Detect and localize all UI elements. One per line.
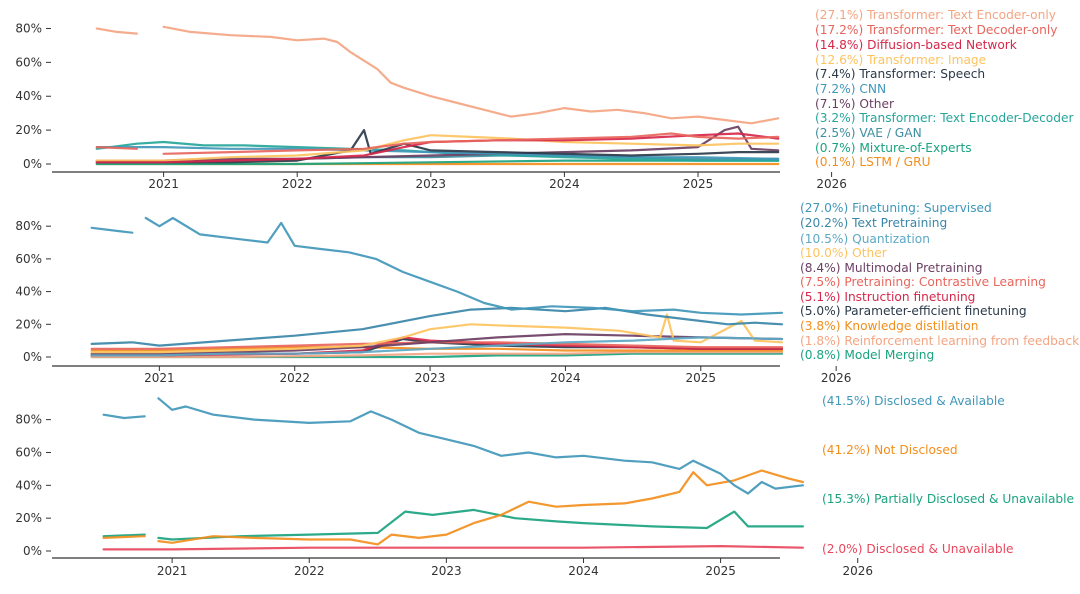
x-tick-label: 2021 bbox=[144, 371, 175, 385]
y-tick-label: 60% bbox=[15, 445, 42, 459]
series-line bbox=[102, 397, 804, 495]
x-tick-label: 2025 bbox=[705, 564, 736, 578]
x-tick-label: 2022 bbox=[294, 564, 325, 578]
y-tick-label: 80% bbox=[15, 413, 42, 427]
series-group bbox=[95, 25, 780, 166]
series-line bbox=[95, 125, 780, 162]
legend-label: (0.8%) Model Merging bbox=[800, 348, 934, 362]
x-tick-label: 2022 bbox=[279, 371, 310, 385]
legend-label: (0.1%) LSTM / GRU bbox=[815, 155, 931, 169]
x-tick-label: 2024 bbox=[549, 177, 580, 191]
x-tick-label: 2021 bbox=[157, 564, 188, 578]
panel-2: 0% 20% 40% 60% 80% 2021 2022 2023 2024 2025 2026 (2… bbox=[15, 201, 1080, 385]
series-line bbox=[90, 216, 784, 316]
series-line bbox=[90, 336, 784, 357]
x-tick-label: 2023 bbox=[416, 177, 447, 191]
series-line bbox=[90, 351, 784, 359]
series-group bbox=[102, 397, 804, 551]
x-tick-label: 2023 bbox=[415, 371, 446, 385]
legend-label: (3.8%) Knowledge distillation bbox=[800, 319, 978, 333]
x-tick-label: 2026 bbox=[821, 371, 852, 385]
series-line bbox=[102, 508, 804, 541]
panel-1: 0% 20% 40% 60% 80% 2021 2022 2023 2024 2025 2026 (2… bbox=[15, 8, 1074, 191]
legend-label: (20.2%) Text Pretraining bbox=[800, 216, 947, 230]
legend-label: (15.3%) Partially Disclosed & Unavailabl… bbox=[822, 492, 1074, 506]
legend-label: (5.0%) Parameter-efficient finetuning bbox=[800, 304, 1027, 318]
series-line bbox=[95, 25, 780, 125]
legend-label: (27.1%) Transformer: Text Encoder-only bbox=[815, 8, 1056, 22]
y-tick-label: 80% bbox=[15, 21, 42, 35]
y-tick-label: 40% bbox=[15, 89, 42, 103]
x-tick-label: 2023 bbox=[431, 564, 462, 578]
legend-label: (7.2%) CNN bbox=[815, 82, 886, 96]
legend-label: (7.1%) Other bbox=[815, 97, 895, 111]
x-tick-label: 2025 bbox=[683, 177, 714, 191]
series-line bbox=[102, 469, 804, 546]
legend-label: (7.4%) Transformer: Speech bbox=[815, 67, 985, 81]
series-line bbox=[95, 146, 780, 160]
series-line bbox=[90, 306, 784, 347]
legend-label: (8.4%) Multimodal Pretraining bbox=[800, 261, 983, 275]
y-tick-label: 60% bbox=[15, 252, 42, 266]
y-tick-label: 40% bbox=[15, 478, 42, 492]
legend-label: (2.0%) Disclosed & Unavailable bbox=[822, 542, 1014, 556]
legend-label: (0.7%) Mixture-of-Experts bbox=[815, 141, 972, 155]
legend-label: (10.0%) Other bbox=[800, 246, 888, 260]
x-tick-label: 2021 bbox=[148, 177, 179, 191]
legend-label: (1.8%) Reinforcement learning from feedb… bbox=[800, 334, 1080, 348]
legend-label: (5.1%) Instruction finetuning bbox=[800, 290, 975, 304]
legend-label: (27.0%) Finetuning: Supervised bbox=[800, 201, 992, 215]
series-line bbox=[95, 134, 780, 162]
series-line bbox=[95, 132, 780, 155]
series-line bbox=[95, 140, 780, 162]
legend-label: (14.8%) Diffusion-based Network bbox=[815, 38, 1018, 52]
y-tick-label: 20% bbox=[15, 511, 42, 525]
x-tick-label: 2024 bbox=[550, 371, 581, 385]
y-tick-label: 20% bbox=[15, 123, 42, 137]
x-tick-label: 2024 bbox=[568, 564, 599, 578]
x-tick-label: 2025 bbox=[686, 371, 717, 385]
x-tick-label: 2022 bbox=[282, 177, 313, 191]
legend-label: (41.2%) Not Disclosed bbox=[822, 443, 958, 457]
x-tick-label: 2026 bbox=[816, 177, 847, 191]
x-tick-label: 2026 bbox=[842, 564, 873, 578]
y-tick-label: 0% bbox=[23, 350, 42, 364]
panel-3: 0% 20% 40% 60% 80% 2021 2022 2023 2024 2025 2026 (4… bbox=[15, 394, 1074, 578]
y-tick-label: 0% bbox=[23, 157, 42, 171]
legend-label: (41.5%) Disclosed & Available bbox=[822, 394, 1005, 408]
y-tick-label: 20% bbox=[15, 317, 42, 331]
legend-label: (10.5%) Quantization bbox=[800, 232, 930, 246]
legend-label: (2.5%) VAE / GAN bbox=[815, 126, 922, 140]
legend-label: (12.6%) Transformer: Image bbox=[815, 53, 986, 67]
series-line bbox=[90, 313, 784, 354]
y-tick-label: 0% bbox=[23, 544, 42, 558]
legend-label: (7.5%) Pretraining: Contrastive Learning bbox=[800, 275, 1046, 289]
y-tick-label: 80% bbox=[15, 219, 42, 233]
series-line bbox=[102, 545, 804, 551]
legend-label: (17.2%) Transformer: Text Decoder-only bbox=[815, 23, 1057, 37]
y-tick-label: 40% bbox=[15, 285, 42, 299]
y-tick-label: 60% bbox=[15, 55, 42, 69]
series-group bbox=[90, 216, 784, 359]
series-line bbox=[95, 129, 780, 164]
legend-label: (3.2%) Transformer: Text Encoder-Decoder bbox=[815, 111, 1074, 125]
